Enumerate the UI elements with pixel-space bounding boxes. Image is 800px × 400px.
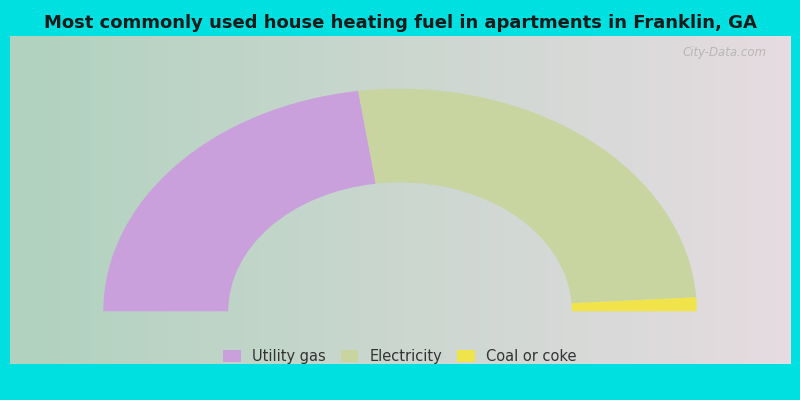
Wedge shape [358,89,696,303]
Text: City-Data.com: City-Data.com [683,46,767,59]
Legend: Utility gas, Electricity, Coal or coke: Utility gas, Electricity, Coal or coke [218,343,582,370]
Wedge shape [103,91,376,311]
Wedge shape [571,297,697,311]
Text: Most commonly used house heating fuel in apartments in Franklin, GA: Most commonly used house heating fuel in… [43,14,757,32]
